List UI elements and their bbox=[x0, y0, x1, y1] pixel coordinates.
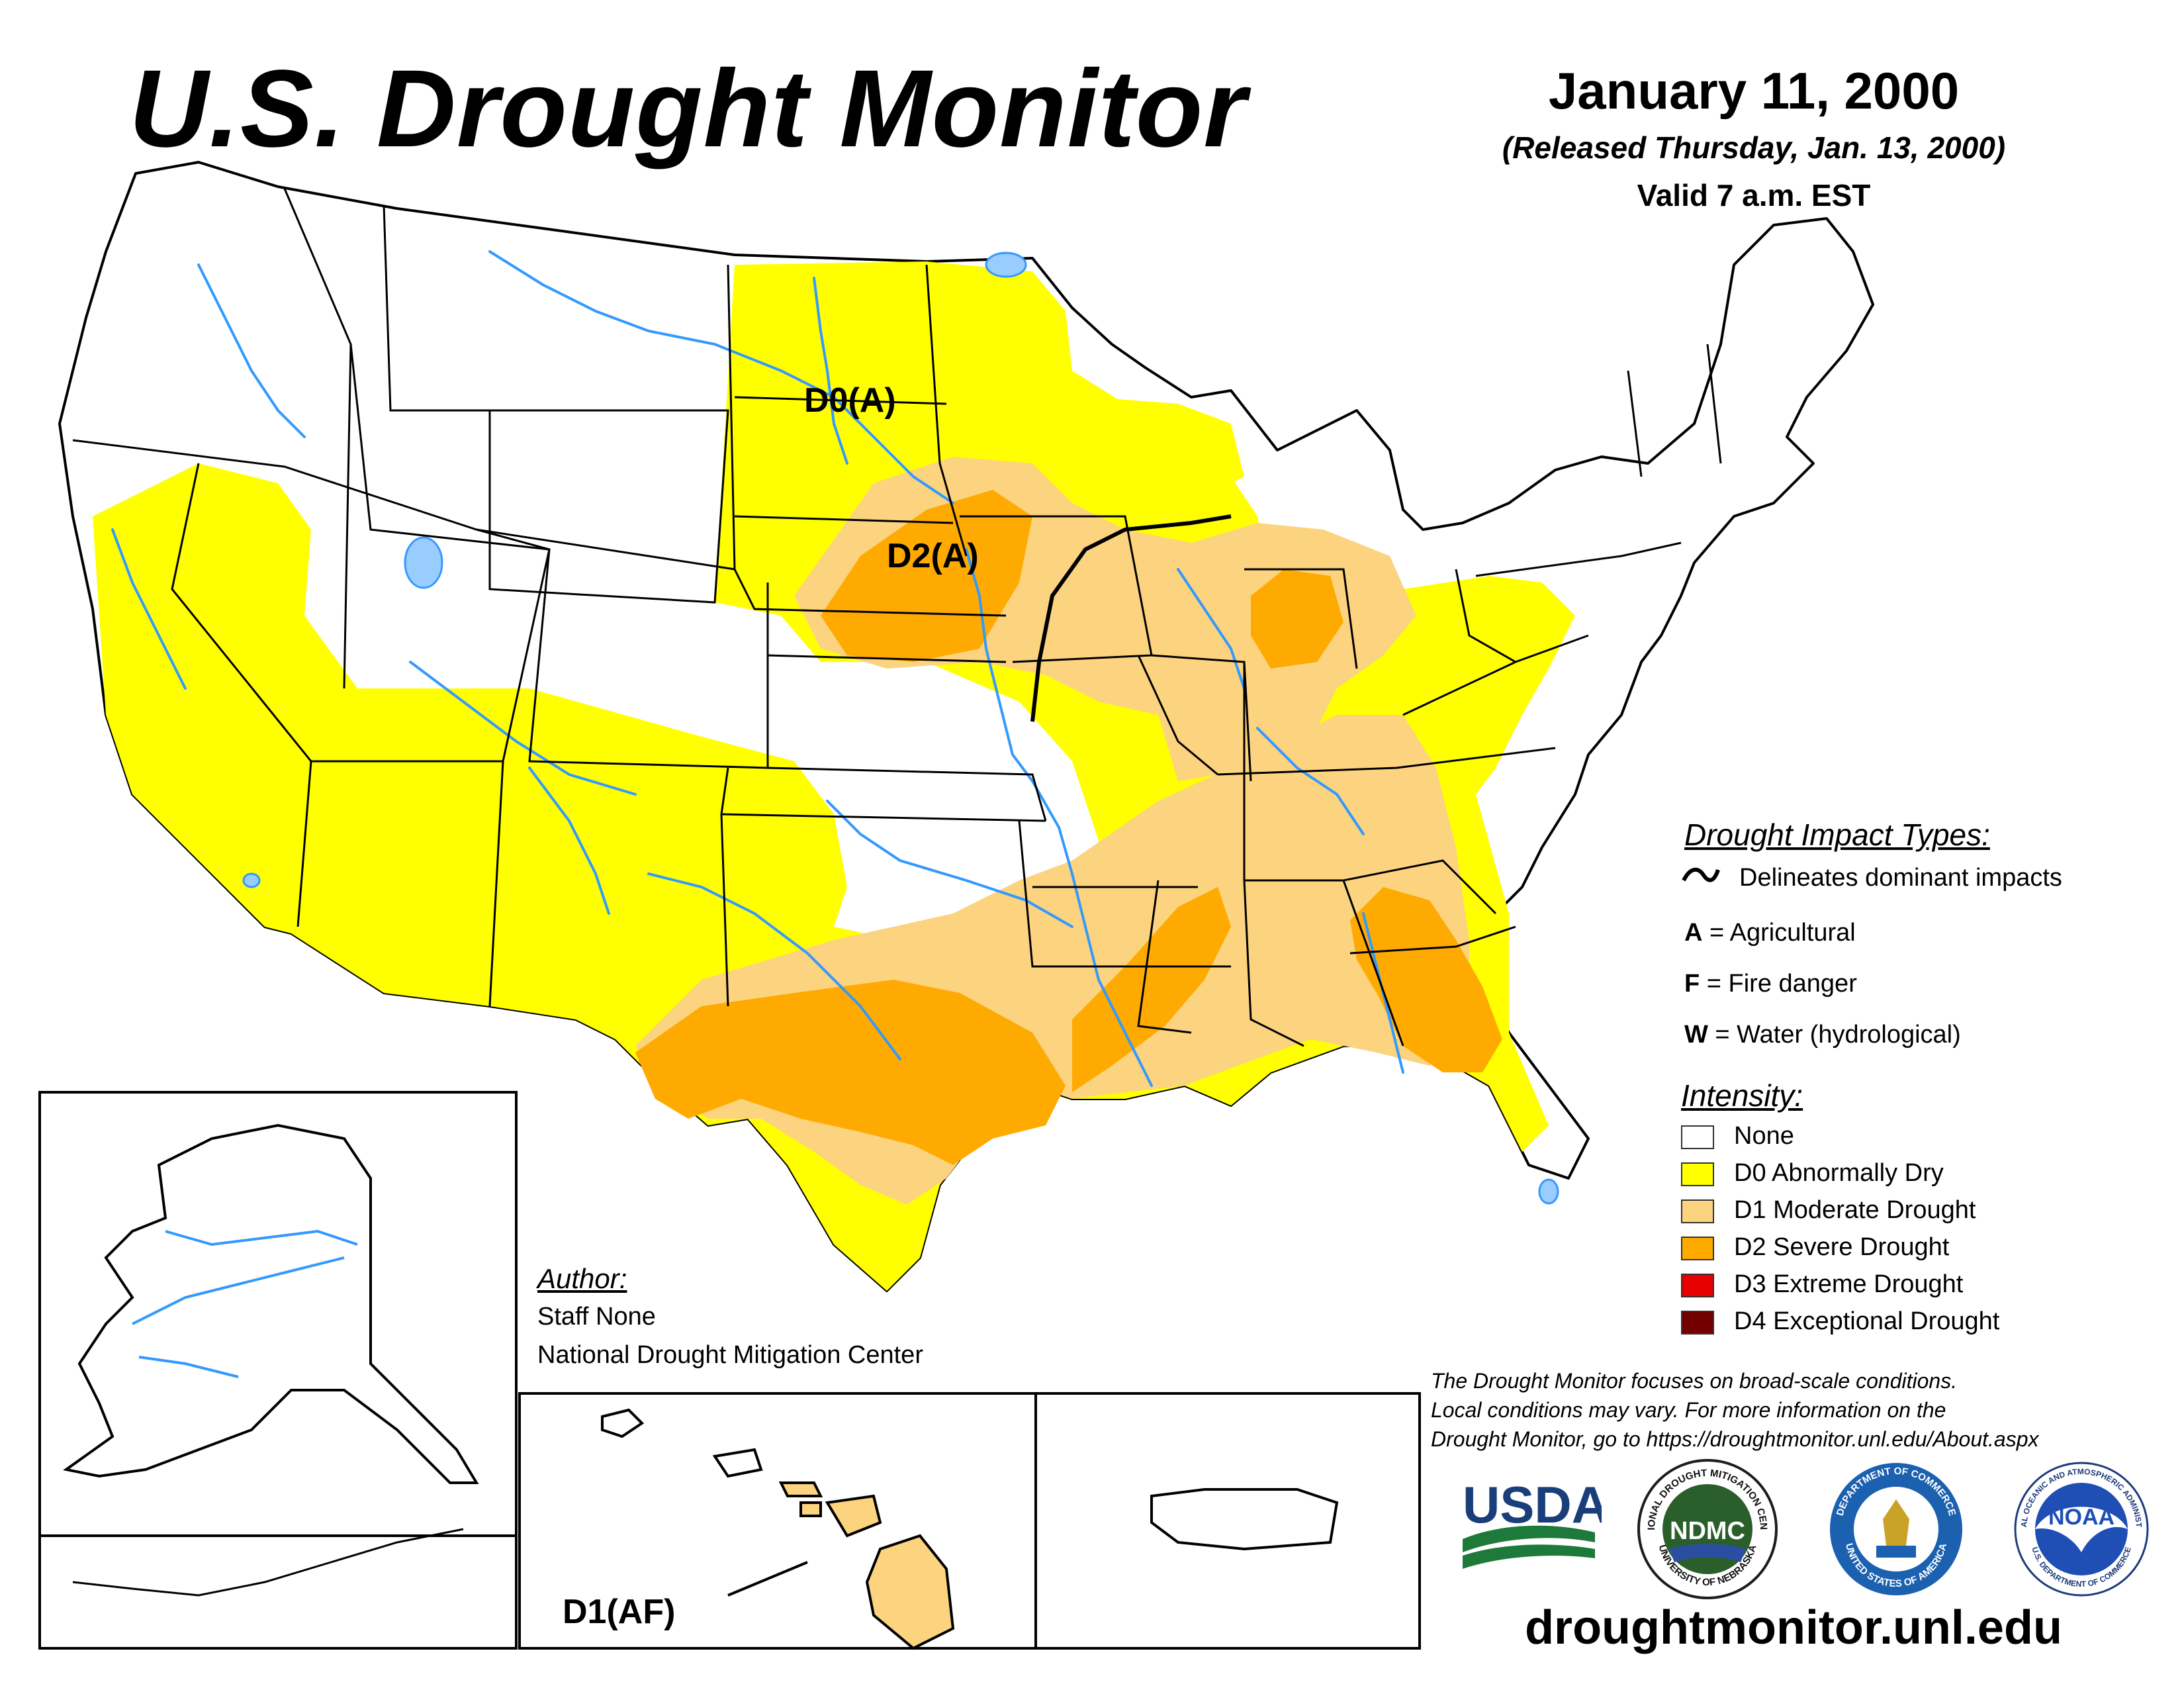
alaska-inset bbox=[38, 1091, 518, 1650]
d2-nebraska bbox=[821, 490, 1032, 662]
noaa-logo: NATIONAL OCEANIC AND ATMOSPHERIC ADMINIS… bbox=[2012, 1460, 2149, 1597]
info-note-line1: The Drought Monitor focuses on broad-sca… bbox=[1431, 1369, 1958, 1393]
info-note-line2: Local conditions may vary. For more info… bbox=[1431, 1398, 1946, 1422]
svg-text:NOAA: NOAA bbox=[2048, 1505, 2115, 1530]
map-date: January 11, 2000 bbox=[1548, 62, 1960, 120]
impact-item-fire: F = Fire danger bbox=[1684, 970, 1857, 998]
footer-url[interactable]: droughtmonitor.unl.edu bbox=[1525, 1601, 2062, 1654]
intensity-d0: D0 Abnormally Dry bbox=[1734, 1159, 1944, 1187]
d2-indiana bbox=[1251, 569, 1343, 669]
intensity-none: None bbox=[1734, 1122, 1794, 1150]
intensity-d4: D4 Exceptional Drought bbox=[1734, 1307, 2000, 1335]
usda-logo: USDA bbox=[1463, 1476, 1602, 1569]
impact-item-water: W = Water (hydrological) bbox=[1684, 1021, 1961, 1049]
d2-texas bbox=[635, 980, 1066, 1165]
alaska-land bbox=[63, 1123, 479, 1484]
label-d0: D0(A) bbox=[804, 381, 896, 420]
d2-arkansas bbox=[1072, 887, 1231, 1092]
swatch-none bbox=[1681, 1125, 1714, 1149]
impact-legend-heading: Drought Impact Types: bbox=[1684, 818, 1990, 852]
d2-areas bbox=[635, 490, 1502, 1165]
page-title: U.S. Drought Monitor bbox=[129, 48, 1247, 170]
swatch-d4 bbox=[1681, 1311, 1714, 1335]
d2-georgia bbox=[1350, 887, 1502, 1072]
hawaii-inset bbox=[518, 1392, 1037, 1650]
label-d2: D2(A) bbox=[887, 537, 979, 575]
author-name: Staff None bbox=[537, 1303, 656, 1331]
swatch-d0 bbox=[1681, 1162, 1714, 1186]
label-hawaii-d1: D1(AF) bbox=[563, 1593, 676, 1631]
release-date: (Released Thursday, Jan. 13, 2000) bbox=[1502, 130, 2006, 165]
puerto-rico-inset bbox=[1034, 1392, 1421, 1650]
swatch-d2 bbox=[1681, 1237, 1714, 1260]
valid-time: Valid 7 a.m. EST bbox=[1637, 178, 1871, 212]
impact-item-agricultural: A = Agricultural bbox=[1684, 919, 1856, 947]
author-org: National Drought Mitigation Center bbox=[537, 1341, 923, 1369]
intensity-d2: D2 Severe Drought bbox=[1734, 1233, 1950, 1261]
svg-text:NDMC: NDMC bbox=[1670, 1517, 1745, 1545]
author-heading: Author: bbox=[537, 1263, 627, 1294]
impact-delineation-line bbox=[1030, 514, 1232, 722]
intensity-d1: D1 Moderate Drought bbox=[1734, 1196, 1976, 1224]
d0-michigan bbox=[1092, 397, 1244, 496]
ndmc-logo: NATIONAL DROUGHT MITIGATION CENTER UNIVE… bbox=[1635, 1456, 1778, 1599]
lakes bbox=[242, 252, 1559, 1205]
delineation-line-icon bbox=[1682, 867, 1720, 882]
intensity-d3: D3 Extreme Drought bbox=[1734, 1270, 1964, 1298]
swatch-d3 bbox=[1681, 1274, 1714, 1297]
swatch-d1 bbox=[1681, 1199, 1714, 1223]
rivers bbox=[111, 250, 1404, 1087]
info-note-line3: Drought Monitor, go to https://droughtmo… bbox=[1431, 1427, 2039, 1451]
doc-logo: DEPARTMENT OF COMMERCE UNITED STATES OF … bbox=[1830, 1463, 1962, 1595]
usda-logo-text: USDA bbox=[1463, 1476, 1602, 1534]
state-boundaries bbox=[72, 188, 1722, 1047]
intensity-legend-heading: Intensity: bbox=[1681, 1078, 1803, 1113]
impact-legend-delineates: Delineates dominant impacts bbox=[1739, 864, 2062, 892]
info-note: The Drought Monitor focuses on broad-sca… bbox=[1431, 1366, 2038, 1454]
